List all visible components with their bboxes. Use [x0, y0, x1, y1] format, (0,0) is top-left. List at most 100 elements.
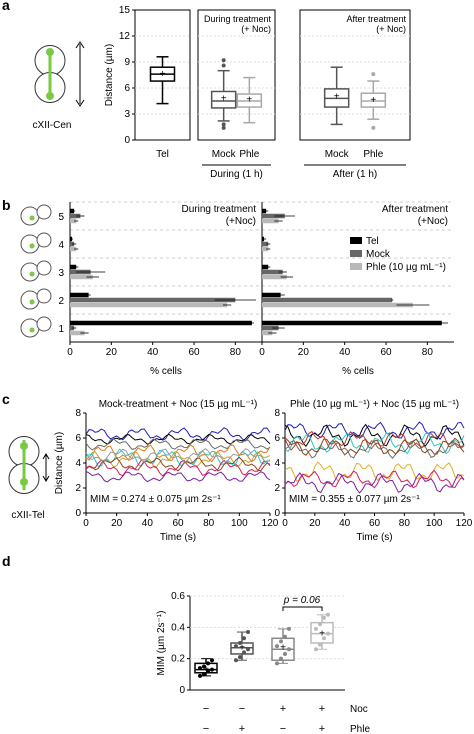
data-point — [279, 656, 283, 661]
subplot-title: Mock-treatment + Noc (15 µg mL⁻¹) — [99, 399, 258, 410]
bar — [262, 302, 413, 308]
data-point — [283, 634, 287, 639]
data-point — [326, 612, 330, 617]
data-point — [275, 644, 279, 649]
bar — [262, 208, 267, 214]
condition-symbol: + — [239, 723, 245, 734]
x-tick-label: 40 — [147, 347, 159, 358]
trajectory-line — [85, 459, 271, 477]
bar — [70, 208, 75, 214]
trajectory-line — [284, 437, 465, 456]
subplot-annotation: (+ Noc) — [241, 24, 271, 34]
mim-annotation: MIM = 0.274 ± 0.075 µm 2s⁻¹ — [90, 494, 221, 505]
trajectory-line — [85, 447, 271, 464]
subplot-title: (+Noc) — [226, 216, 256, 227]
cell-icon — [20, 290, 40, 310]
y-tick-label: 6 — [274, 433, 280, 444]
y-tick-label: 12 — [119, 31, 131, 42]
y-tick-label: 0 — [124, 135, 130, 146]
y-tick-label: 4 — [75, 458, 81, 469]
data-point — [238, 641, 242, 645]
legend-label: Tel — [366, 236, 379, 247]
condition-symbol: + — [319, 723, 325, 734]
x-tick-label: 0 — [83, 518, 89, 529]
outlier-point — [221, 122, 226, 127]
mean-marker: + — [370, 95, 376, 106]
data-point — [206, 661, 210, 666]
data-point — [287, 626, 291, 631]
y-tick-label: 6 — [75, 433, 81, 444]
y-tick-label: 2 — [75, 483, 81, 494]
y-tick-label: 9 — [124, 57, 130, 68]
spot-icon — [29, 299, 35, 305]
mean-marker: + — [280, 643, 286, 654]
x-tick-label: 0 — [282, 518, 288, 529]
plot-frame — [197, 9, 276, 141]
condition-symbol: − — [280, 723, 286, 734]
x-tick-label: Tel — [156, 149, 169, 160]
x-tick-label: 60 — [188, 347, 200, 358]
x-tick-label: 40 — [339, 347, 351, 358]
x-axis-label: Time (s) — [160, 532, 196, 543]
subplot-annotation: During treatment — [204, 14, 272, 24]
data-point — [210, 667, 214, 672]
data-point — [210, 658, 214, 663]
spot-icon — [20, 442, 28, 450]
bar — [262, 246, 269, 252]
trajectory-line — [284, 472, 465, 494]
x-tick-label: 60 — [172, 518, 184, 529]
data-point — [283, 651, 287, 656]
bar — [262, 269, 283, 275]
x-tick-label: 0 — [67, 347, 73, 358]
x-tick-label: 80 — [230, 347, 242, 358]
x-tick-label: 60 — [380, 347, 392, 358]
category-label: 5 — [58, 212, 64, 223]
arrowhead-icon — [42, 453, 50, 482]
bud-icon — [36, 288, 52, 304]
x-tick-label: 80 — [422, 347, 434, 358]
spot-icon — [29, 271, 35, 277]
y-tick-label: 6 — [124, 83, 130, 94]
x-axis-label: % cells — [342, 366, 374, 377]
bud-icon — [36, 204, 52, 220]
group-label: During (1 h) — [210, 169, 263, 180]
outlier-point — [221, 125, 226, 130]
legend-label: Phle (10 µg mL⁻¹) — [366, 262, 446, 273]
trajectory-line — [284, 430, 465, 451]
data-point — [275, 661, 279, 666]
x-tick-label: 60 — [369, 518, 381, 529]
trajectory-line — [284, 469, 465, 489]
y-axis-label: Distance (µm) — [54, 432, 65, 494]
data-point — [242, 650, 246, 655]
spot-icon — [46, 92, 54, 100]
y-tick-label: 4 — [274, 458, 280, 469]
panel-letter: a — [2, 0, 10, 13]
spot-icon — [20, 478, 28, 486]
bud-icon — [36, 260, 52, 276]
subplot-annotation: After treatment — [346, 14, 406, 24]
y-tick-label: 2 — [274, 483, 280, 494]
bar — [70, 320, 252, 326]
bar — [70, 213, 81, 219]
condition-symbol: + — [319, 703, 325, 715]
panel-letter: b — [2, 197, 11, 213]
y-tick-label: 0.2 — [171, 654, 185, 665]
x-tick-label: 120 — [456, 518, 473, 529]
y-tick-label: 0.4 — [171, 622, 185, 633]
mean-marker: + — [334, 92, 340, 103]
data-point — [279, 639, 283, 644]
bar — [70, 264, 77, 270]
p-value-annotation: p = 0.06 — [283, 595, 321, 606]
bar — [262, 274, 287, 280]
x-tick-label: 20 — [106, 347, 118, 358]
data-point — [234, 644, 238, 649]
cell-label: cXII-Cen — [33, 120, 72, 131]
subplot-annotation: (+ Noc) — [376, 24, 406, 34]
trajectory-line — [284, 439, 465, 459]
trajectory-line — [85, 470, 271, 483]
box — [360, 92, 387, 108]
x-axis-label: Time (s) — [356, 532, 392, 543]
x-tick-label: 20 — [298, 347, 310, 358]
subplot-title: (+Noc) — [418, 216, 448, 227]
bar — [262, 213, 285, 219]
